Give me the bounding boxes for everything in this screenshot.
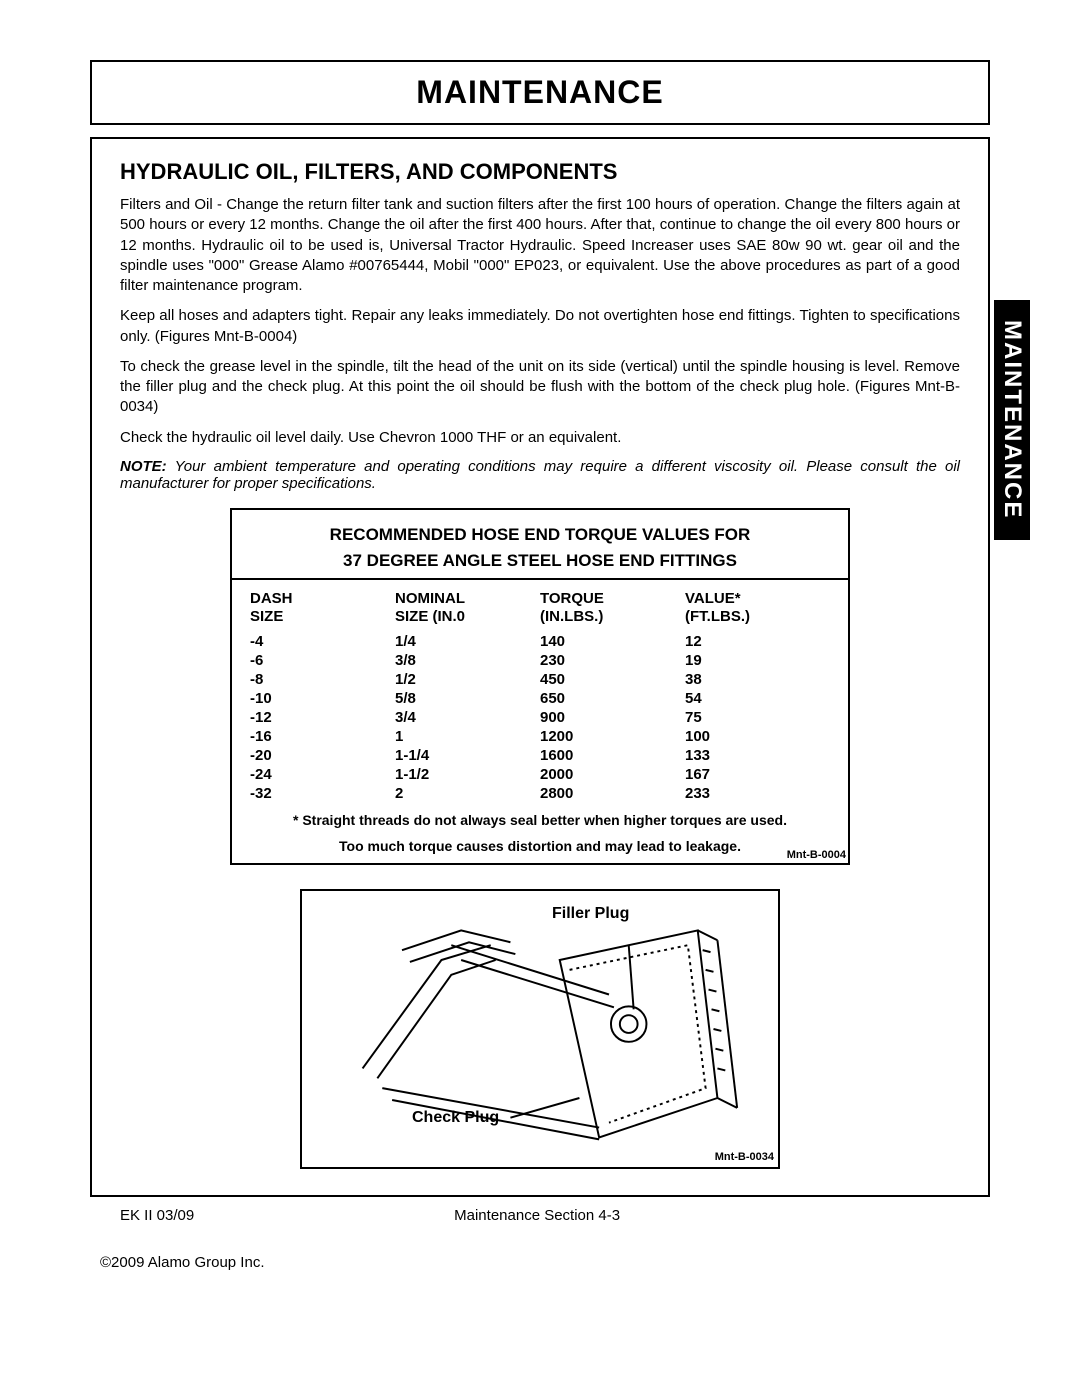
table-cell: 1/2: [395, 670, 540, 689]
th-nominal: NOMINALSIZE (IN.0: [395, 588, 540, 632]
page-footer: EK II 03/09 Maintenance Section 4-3: [90, 1207, 990, 1224]
table-cell: -16: [250, 727, 395, 746]
torque-table-title-2: 37 DEGREE ANGLE STEEL HOSE END FITTINGS: [250, 550, 830, 572]
table-cell: 3/8: [395, 651, 540, 670]
table-cell: 100: [685, 727, 830, 746]
figure-ref-0004: Mnt-B-0004: [787, 849, 846, 861]
table-cell: 233: [685, 784, 830, 803]
table-cell: 38: [685, 670, 830, 689]
note-paragraph: NOTE: Your ambient temperature and opera…: [120, 458, 960, 492]
copyright: ©2009 Alamo Group Inc.: [100, 1254, 1030, 1271]
table-cell: 54: [685, 689, 830, 708]
table-cell: 650: [540, 689, 685, 708]
table-cell: -10: [250, 689, 395, 708]
torque-footnote-1: * Straight threads do not always seal be…: [250, 811, 830, 829]
torque-table-grid: DASHSIZE NOMINALSIZE (IN.0 TORQUE(IN.LBS…: [250, 588, 830, 803]
footer-center: Maintenance Section 4-3: [454, 1207, 620, 1224]
table-cell: 900: [540, 708, 685, 727]
table-cell: 1-1/4: [395, 746, 540, 765]
table-cell: 19: [685, 651, 830, 670]
table-cell: 140: [540, 632, 685, 651]
spindle-diagram: Filler Plug Check Plug Mnt-B-0034: [300, 889, 780, 1169]
table-cell: 133: [685, 746, 830, 765]
footer-right-blank: [880, 1207, 960, 1224]
table-cell: -24: [250, 765, 395, 784]
table-cell: -20: [250, 746, 395, 765]
table-cell: 1/4: [395, 632, 540, 651]
table-cell: 2000: [540, 765, 685, 784]
table-cell: -32: [250, 784, 395, 803]
table-cell: 1-1/2: [395, 765, 540, 784]
figure-ref-0034: Mnt-B-0034: [715, 1151, 774, 1163]
th-value: VALUE*(FT.LBS.): [685, 588, 830, 632]
table-cell: 230: [540, 651, 685, 670]
paragraph-3: To check the grease level in the spindle…: [120, 357, 960, 418]
torque-table-title-1: RECOMMENDED HOSE END TORQUE VALUES FOR: [250, 524, 830, 546]
paragraph-4: Check the hydraulic oil level daily. Use…: [120, 428, 960, 448]
table-cell: -8: [250, 670, 395, 689]
footer-left: EK II 03/09: [120, 1207, 194, 1224]
page-title: MAINTENANCE: [90, 60, 990, 125]
section-heading: HYDRAULIC OIL, FILTERS, AND COMPONENTS: [120, 159, 960, 185]
diagram-svg: [302, 891, 778, 1167]
table-cell: -6: [250, 651, 395, 670]
table-cell: 5/8: [395, 689, 540, 708]
table-cell: 3/4: [395, 708, 540, 727]
table-cell: 2: [395, 784, 540, 803]
table-cell: 167: [685, 765, 830, 784]
note-text: Your ambient temperature and operating c…: [120, 458, 960, 492]
paragraph-1: Filters and Oil - Change the return filt…: [120, 195, 960, 296]
table-cell: -12: [250, 708, 395, 727]
side-tab-maintenance: MAINTENANCE: [994, 300, 1030, 540]
content-frame: HYDRAULIC OIL, FILTERS, AND COMPONENTS F…: [90, 137, 990, 1197]
th-dash: DASHSIZE: [250, 588, 395, 632]
table-cell: -4: [250, 632, 395, 651]
note-label: NOTE:: [120, 458, 167, 475]
table-cell: 450: [540, 670, 685, 689]
table-cell: 1: [395, 727, 540, 746]
table-cell: 75: [685, 708, 830, 727]
torque-table: RECOMMENDED HOSE END TORQUE VALUES FOR 3…: [230, 508, 850, 866]
paragraph-2: Keep all hoses and adapters tight. Repai…: [120, 306, 960, 347]
torque-footnote-2: Too much torque causes distortion and ma…: [250, 837, 830, 855]
label-filler-plug: Filler Plug: [552, 905, 629, 923]
table-cell: 1600: [540, 746, 685, 765]
label-check-plug: Check Plug: [412, 1109, 499, 1127]
table-cell: 12: [685, 632, 830, 651]
table-cell: 1200: [540, 727, 685, 746]
th-torque: TORQUE(IN.LBS.): [540, 588, 685, 632]
table-cell: 2800: [540, 784, 685, 803]
